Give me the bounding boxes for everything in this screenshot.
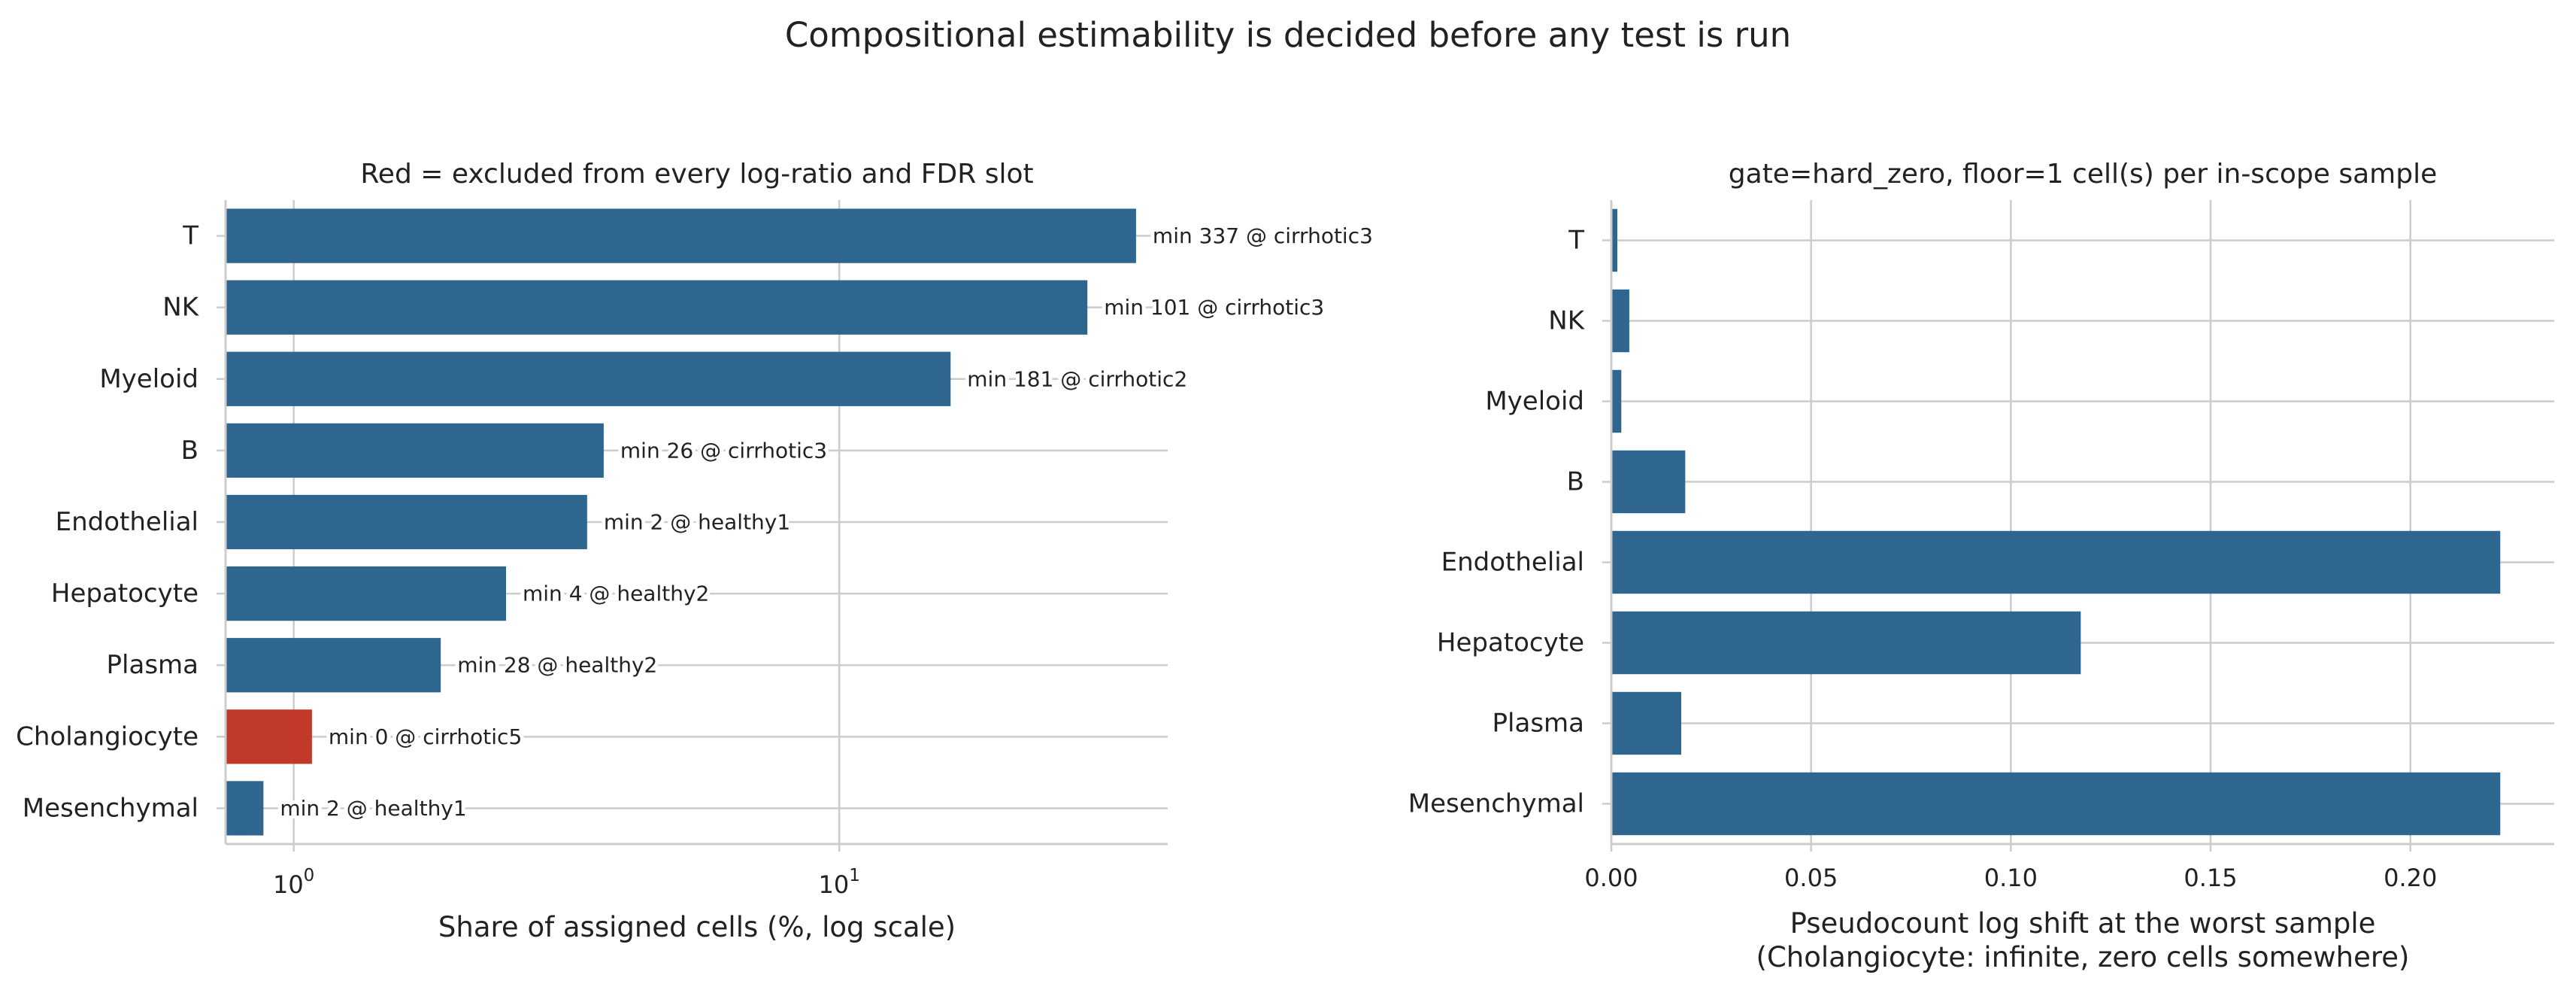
- left-x-tick-label-1: 101: [819, 866, 860, 899]
- left-bar-myeloid: [226, 351, 951, 406]
- left-category-label-mesenchymal: Mesenchymal: [23, 793, 199, 823]
- left-bar-t: [226, 208, 1136, 263]
- left-x-tick-base-1: 10: [819, 870, 850, 899]
- left-panel-title: Red = excluded from every log-ratio and …: [360, 159, 1033, 190]
- left-x-tick-label-0: 100: [273, 866, 314, 899]
- right-category-label-hepatocyte: Hepatocyte: [1437, 628, 1584, 658]
- left-bar-annotation-endothelial: min 2 @ healthy1: [604, 510, 790, 535]
- left-bar-annotation-hepatocyte: min 4 @ healthy2: [523, 581, 709, 606]
- right-category-label-plasma: Plasma: [1493, 709, 1584, 739]
- right-category-label-t: T: [1568, 226, 1584, 256]
- right-panel-gridlines: [1610, 200, 2554, 844]
- left-panel-bar-annotations: min 337 @ cirrhotic3 min 101 @ cirrhotic3…: [276, 220, 1377, 824]
- left-category-label-cholangiocyte: Cholangiocyte: [16, 721, 199, 752]
- left-panel-x-axis-label: Share of assigned cells (%, log scale): [438, 911, 956, 943]
- right-bar-b: [1611, 450, 1686, 514]
- left-bar-mesenchymal: [226, 781, 264, 836]
- right-panel-bars: [1611, 208, 2501, 836]
- left-panel-share-chart: Red = excluded from every log-ratio and …: [16, 159, 1377, 943]
- right-x-tick-label-2: 0.10: [1984, 864, 2038, 892]
- left-category-label-nk: NK: [162, 293, 199, 323]
- left-bar-annotation-cholangiocyte: min 0 @ cirrhotic5: [329, 724, 522, 749]
- right-bar-plasma: [1611, 691, 1681, 755]
- left-category-label-endothelial: Endothelial: [56, 507, 199, 537]
- left-bar-annotation-nk: min 101 @ cirrhotic3: [1104, 295, 1324, 320]
- left-bar-annotation-t: min 337 @ cirrhotic3: [1153, 223, 1373, 248]
- right-category-label-myeloid: Myeloid: [1485, 387, 1584, 417]
- right-category-label-mesenchymal: Mesenchymal: [1408, 789, 1584, 819]
- right-bar-t: [1611, 208, 1617, 272]
- right-category-label-b: B: [1567, 467, 1584, 497]
- right-panel-x-ticks: 0.00 0.05 0.10 0.15 0.20: [1584, 844, 2437, 892]
- right-panel-x-axis-label-line-1: Pseudocount log shift at the worst sampl…: [1790, 907, 2376, 940]
- right-x-tick-label-1: 0.05: [1784, 864, 1838, 892]
- left-category-label-myeloid: Myeloid: [99, 364, 199, 394]
- right-panel-x-axis-label-line-2: (Cholangiocyte: infinite, zero cells som…: [1756, 941, 2410, 973]
- right-x-tick-label-3: 0.15: [2184, 864, 2237, 892]
- left-bar-annotation-myeloid: min 181 @ cirrhotic2: [967, 366, 1187, 391]
- left-bar-annotation-b: min 26 @ cirrhotic3: [620, 438, 827, 463]
- left-bar-b: [226, 423, 604, 478]
- left-bar-plasma: [226, 638, 441, 693]
- left-category-label-plasma: Plasma: [107, 650, 199, 680]
- right-bar-myeloid: [1611, 369, 1622, 433]
- left-bar-annotation-mesenchymal: min 2 @ healthy1: [280, 796, 466, 821]
- figure-suptitle: Compositional estimability is decided be…: [785, 15, 1791, 55]
- right-category-label-endothelial: Endothelial: [1441, 548, 1584, 578]
- right-panel-shift-chart: gate=hard_zero, floor=1 cell(s) per in-s…: [1408, 159, 2554, 973]
- right-x-tick-label-0: 0.00: [1584, 864, 1638, 892]
- right-panel-category-labels: T NK Myeloid B Endothelial Hepatocyte Plasma Me…: [1408, 226, 1611, 819]
- left-panel-bars: [226, 208, 1136, 836]
- right-bar-nk: [1611, 289, 1629, 353]
- right-category-label-nk: NK: [1548, 306, 1585, 336]
- left-x-tick-exp-1: 1: [849, 866, 860, 885]
- left-bar-cholangiocyte: [226, 709, 312, 764]
- right-bar-mesenchymal: [1611, 772, 2501, 836]
- left-bar-nk: [226, 280, 1088, 335]
- left-x-tick-base-0: 10: [273, 870, 304, 899]
- left-category-label-hepatocyte: Hepatocyte: [51, 578, 199, 609]
- right-bar-hepatocyte: [1611, 611, 2081, 675]
- left-bar-endothelial: [226, 494, 587, 550]
- right-x-tick-label-4: 0.20: [2384, 864, 2437, 892]
- left-panel-x-ticks: 100 101: [273, 844, 860, 899]
- right-panel-title: gate=hard_zero, floor=1 cell(s) per in-s…: [1729, 159, 2437, 190]
- left-category-label-t: T: [182, 221, 199, 251]
- left-x-tick-exp-0: 0: [304, 866, 315, 885]
- left-panel-category-labels: T NK Myeloid B Endothelial Hepatocyte Plasma Ch…: [16, 221, 226, 823]
- right-bar-endothelial: [1611, 530, 2501, 594]
- right-panel-spines: [1610, 200, 2554, 846]
- left-bar-hepatocyte: [226, 566, 507, 621]
- left-category-label-b: B: [181, 436, 199, 466]
- left-bar-annotation-plasma: min 28 @ healthy2: [457, 653, 657, 678]
